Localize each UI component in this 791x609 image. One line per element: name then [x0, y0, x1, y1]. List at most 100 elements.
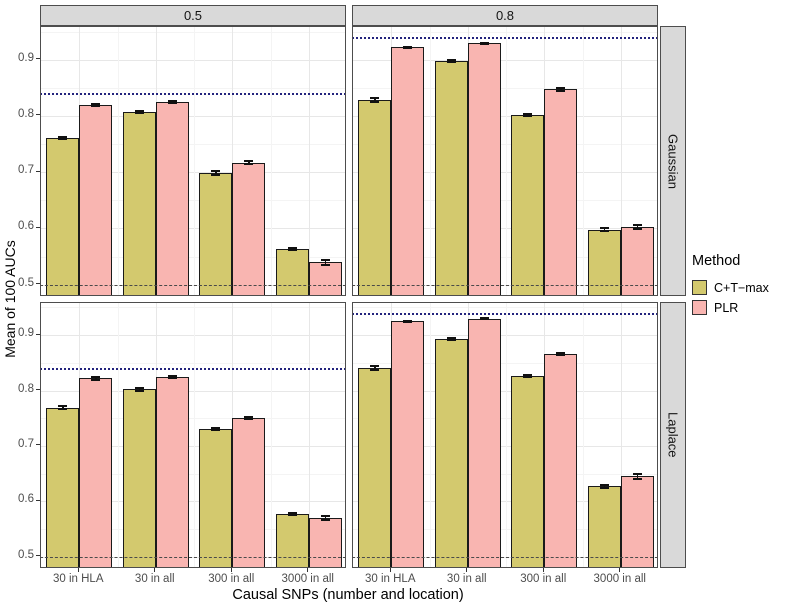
y-tick-mark [36, 226, 40, 228]
error-bar-stem [483, 316, 485, 321]
x-tick-label: 30 in all [446, 573, 487, 585]
dashed-reference-line [41, 556, 345, 558]
gridline-major [353, 335, 657, 337]
bar-PLR-30 in HLA [79, 105, 113, 295]
gridline-major [41, 228, 345, 230]
legend-item-plr: PLR [692, 300, 769, 315]
gridline-minor [194, 303, 195, 567]
gridline-minor [41, 473, 345, 475]
gridline-minor [270, 27, 272, 295]
error-bar-stem [483, 41, 485, 45]
facet-column-strip-label: 0.8 [495, 8, 515, 23]
y-tick-label: 0.7 [18, 437, 34, 450]
error-bar [446, 58, 456, 63]
y-tick-label: 0.9 [18, 51, 34, 64]
x-axis-title: Causal SNPs (number and location) [232, 587, 464, 603]
error-bar [244, 416, 254, 421]
error-bar [403, 45, 413, 49]
legend-key-plr-swatch [692, 300, 707, 315]
gridline-major [353, 501, 657, 503]
bar-PLR-30 in all [155, 101, 189, 295]
bar-C+T-max-30 in HLA [46, 407, 80, 567]
gridline-major [41, 172, 345, 174]
y-tick-label: 0.8 [18, 382, 34, 395]
gridline-minor [353, 87, 657, 89]
bar-PLR-300 in all [544, 89, 578, 295]
error-bar-stem [171, 375, 173, 380]
error-bar-stem [62, 404, 64, 411]
gridline-major [41, 501, 345, 503]
gridline-minor [41, 362, 345, 364]
error-bar [523, 373, 533, 379]
dotted-reference-line [353, 37, 657, 40]
gridline-minor [353, 307, 657, 309]
gridline-minor [41, 87, 345, 89]
legend-title: Method [692, 253, 741, 269]
bar-C+T-max-300 in all [511, 114, 545, 295]
error-bar-stem [560, 351, 562, 357]
dotted-reference-line [41, 93, 345, 96]
gridline-minor [353, 362, 657, 364]
error-bar-stem [374, 97, 376, 103]
gridline-major [41, 59, 345, 61]
error-bar-stem [407, 45, 409, 49]
gridline-minor [353, 418, 657, 420]
error-bar-stem [527, 112, 529, 117]
x-tick-mark [466, 568, 468, 572]
x-tick-label: 3000 in all [281, 573, 334, 585]
dotted-reference-line [41, 368, 345, 371]
error-bar [479, 41, 489, 45]
y-tick-label: 0.5 [18, 548, 34, 561]
y-axis-title: Mean of 100 AUCs [2, 240, 18, 358]
dashed-reference-line [41, 284, 345, 286]
error-bar [320, 515, 330, 521]
y-tick-mark [36, 170, 40, 172]
error-bar-stem [95, 376, 97, 381]
error-bar [211, 426, 221, 431]
gridline-major [41, 445, 345, 447]
legend-key-ctmax-swatch [692, 280, 707, 295]
y-tick-label: 0.5 [18, 276, 34, 289]
gridline-minor [270, 303, 272, 567]
x-tick-mark [230, 568, 232, 572]
error-bar [479, 316, 489, 321]
error-bar [403, 319, 413, 323]
error-bar-stem [324, 258, 326, 266]
bar-PLR-30 in all [155, 377, 189, 567]
error-bar-stem [603, 483, 605, 490]
error-bar-stem [215, 169, 217, 176]
bar-C+T-max-3000 in all [587, 486, 621, 567]
bar-PLR-30 in HLA [79, 378, 113, 567]
y-tick-label: 0.6 [18, 220, 34, 233]
y-tick-mark [36, 389, 40, 391]
bar-PLR-30 in HLA [391, 47, 425, 295]
dashed-reference-line [353, 284, 657, 286]
gridline-minor [41, 307, 345, 309]
bar-PLR-300 in all [232, 418, 266, 567]
gridline-major [620, 303, 622, 567]
bar-C+T-max-30 in all [434, 60, 468, 295]
x-tick-label: 300 in all [520, 573, 567, 585]
legend-item-label: C+T−max [714, 280, 769, 295]
bar-PLR-30 in all [467, 43, 501, 295]
x-tick-mark [77, 568, 79, 572]
gridline-major [353, 115, 657, 117]
x-tick-label: 3000 in all [593, 573, 646, 585]
panel-gaussian-0.5 [40, 26, 346, 296]
error-bar [287, 246, 297, 252]
y-tick-label: 0.7 [18, 164, 34, 177]
y-tick-mark [36, 114, 40, 116]
gridline-minor [353, 200, 657, 202]
error-bar [58, 404, 68, 411]
bar-PLR-300 in all [544, 353, 578, 567]
bar-PLR-3000 in all [620, 227, 654, 295]
bar-PLR-30 in HLA [391, 321, 425, 567]
bar-C+T-max-30 in HLA [46, 137, 80, 295]
gridline-minor [117, 27, 119, 295]
gridline-major [308, 303, 310, 567]
gridline-major [41, 335, 345, 337]
bar-C+T-max-30 in HLA [358, 100, 392, 295]
bar-PLR-3000 in all [308, 262, 342, 295]
gridline-minor [117, 303, 119, 567]
error-bar [244, 159, 254, 166]
